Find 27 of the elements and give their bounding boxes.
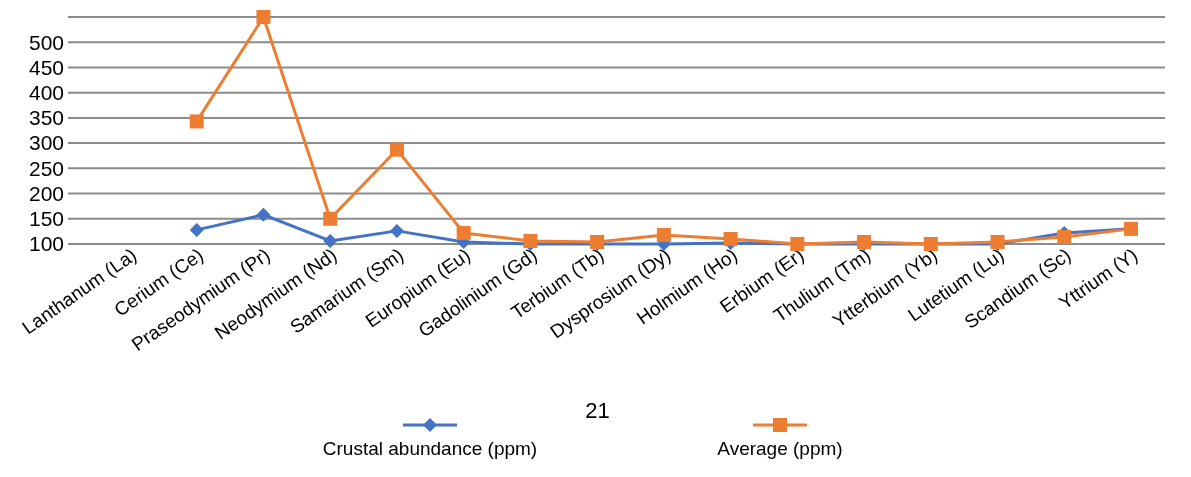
point [189, 114, 204, 129]
legend-entry: Crustal abundance (ppm) [322, 418, 538, 459]
y-tick-label: 100 [28, 232, 64, 256]
y-tick-label: 350 [28, 106, 64, 130]
point [389, 142, 404, 157]
point [323, 211, 338, 226]
y-tick-label: 300 [28, 131, 64, 155]
legend-label: Crustal abundance (ppm) [322, 438, 538, 459]
point [1057, 229, 1072, 244]
point [456, 225, 471, 240]
point [256, 207, 271, 222]
y-tick-label: 450 [28, 55, 64, 79]
point [323, 233, 338, 248]
point [523, 233, 538, 248]
legend-label: Average (ppm) [717, 438, 843, 459]
point [256, 10, 271, 24]
y-tick-label: 200 [28, 181, 64, 205]
y-tick-label: 150 [28, 207, 64, 231]
point [723, 231, 738, 246]
y-tick-label: 400 [28, 81, 64, 105]
y-tick-label: 500 [28, 30, 64, 54]
point [389, 223, 404, 238]
legend-entry: Average (ppm) [717, 418, 843, 459]
y-tick-label: 250 [28, 156, 64, 180]
point [656, 227, 671, 242]
point [189, 222, 204, 237]
text: 21 [585, 398, 610, 423]
